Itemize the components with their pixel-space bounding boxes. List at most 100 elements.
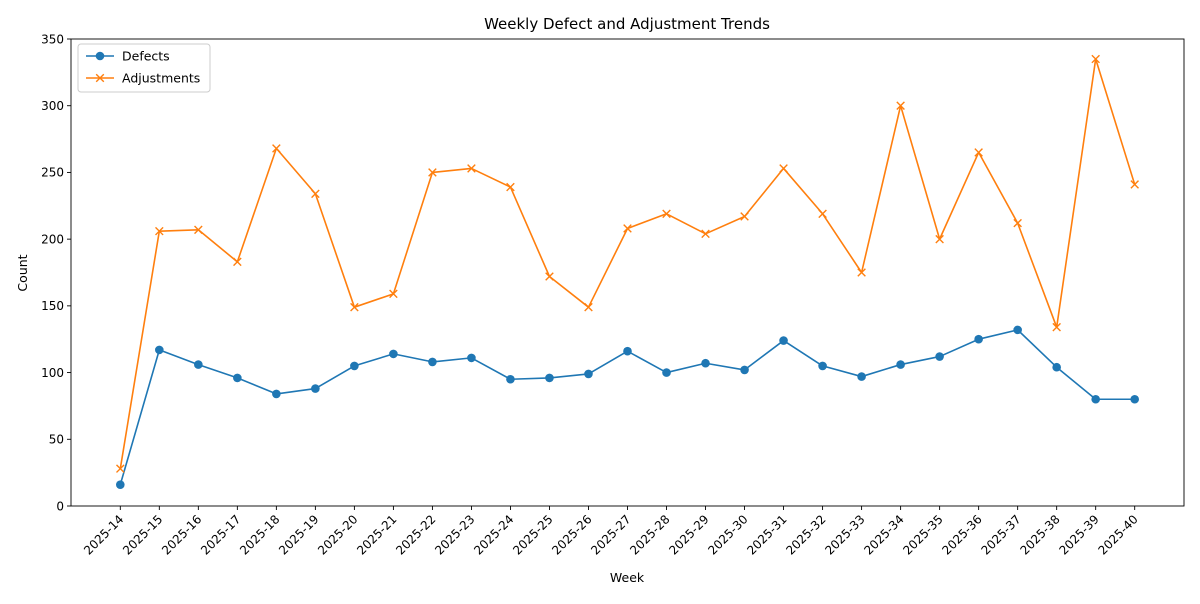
series-group (116, 54, 1139, 489)
adjustments-point (545, 272, 554, 281)
legend-marker (95, 51, 105, 61)
y-tick-label: 0 (56, 499, 64, 513)
defects-point (233, 373, 242, 383)
adjustments-point (623, 224, 632, 233)
adjustments-point (1091, 54, 1100, 64)
y-axis-title: Count (15, 254, 30, 291)
adjustments-point (272, 144, 281, 153)
y-tick-label: 350 (41, 32, 64, 46)
adjustments-point (506, 182, 515, 192)
adjustments-point (1130, 180, 1139, 189)
defects-point (116, 480, 125, 489)
defects-point (857, 372, 866, 381)
adjustments-point (233, 257, 242, 267)
adjustments-point (350, 302, 359, 312)
adjustments-point (311, 189, 320, 199)
defects-point (545, 373, 554, 383)
defects-point (272, 389, 281, 399)
chart-title-group: Weekly Defect and Adjustment Trends (484, 15, 770, 33)
legend-item-adjustments: Adjustments (86, 71, 200, 86)
defects-point (389, 349, 398, 359)
adjustments-point (389, 289, 398, 299)
chart-title: Weekly Defect and Adjustment Trends (484, 15, 770, 33)
adjustments-point (1013, 218, 1022, 228)
x-tick-label: 2025-14 (81, 512, 126, 557)
x-tick-label: 2025-30 (705, 512, 750, 557)
x-tick-label: 2025-21 (354, 512, 399, 557)
defects-point (701, 358, 710, 368)
defects-point (818, 361, 827, 371)
y-tick-label: 200 (41, 232, 64, 246)
adjustments-point (896, 101, 905, 111)
x-tick-label: 2025-17 (198, 512, 243, 557)
defects-point (623, 346, 632, 356)
x-tick-label: 2025-25 (510, 512, 555, 557)
x-tick-label: 2025-36 (939, 512, 984, 557)
defects-point (155, 345, 164, 355)
defects-point (467, 353, 476, 363)
x-tick-label: 2025-37 (978, 512, 1023, 557)
defects-point (506, 374, 515, 384)
adjustments-point (818, 209, 827, 219)
y-tick-label: 150 (41, 299, 64, 313)
x-tick-label: 2025-33 (822, 512, 867, 557)
x-tick-label: 2025-24 (471, 512, 516, 557)
x-tick-label: 2025-40 (1095, 512, 1140, 557)
adjustments-point (662, 209, 671, 219)
adjustments-point (701, 229, 710, 239)
x-tick-label: 2025-27 (588, 512, 633, 557)
defects-point (428, 357, 437, 367)
defects-point (1052, 362, 1061, 372)
defects-point (974, 334, 983, 344)
adjustments-line (119, 58, 1136, 469)
y-tick-label: 300 (41, 99, 64, 113)
x-tick-label: 2025-28 (627, 512, 672, 557)
adjustments-point (974, 148, 983, 157)
x-tick-label: 2025-18 (237, 512, 282, 557)
adjustments-point (740, 212, 749, 221)
x-tick-label: 2025-20 (315, 512, 360, 557)
plot-frame (70, 38, 1185, 507)
legend: Defects Adjustments (77, 43, 211, 93)
x-tick-label: 2025-38 (1017, 512, 1062, 557)
adjustments-point (1052, 322, 1061, 332)
adjustments-point (779, 164, 788, 173)
adjustments-point (467, 164, 476, 173)
y-tick-label: 50 (49, 433, 64, 447)
defects-point (350, 361, 359, 371)
x-tick-label: 2025-23 (432, 512, 477, 557)
x-axis-title: Week (610, 570, 645, 585)
legend-item-defects: Defects (86, 49, 170, 64)
y-tick-label: 100 (41, 366, 64, 380)
x-tick-label: 2025-22 (393, 512, 438, 557)
legend-label: Defects (122, 49, 170, 64)
defects-point (1130, 394, 1139, 404)
defects-point (896, 360, 905, 369)
x-tick-label: 2025-26 (549, 512, 594, 557)
defects-point (740, 365, 749, 375)
defects-point (194, 360, 203, 369)
adjustments-point (155, 226, 164, 236)
defects-point (311, 384, 320, 393)
defects-point (1091, 394, 1100, 404)
defects-point (584, 369, 593, 379)
adjustments-point (428, 168, 437, 177)
legend-label: Adjustments (122, 71, 200, 86)
adjustments-point (935, 234, 944, 244)
x-tick-label: 2025-34 (861, 512, 906, 557)
x-tick-label: 2025-35 (900, 512, 945, 557)
x-tick-label: 2025-32 (783, 512, 828, 557)
x-tick-label: 2025-19 (276, 512, 321, 557)
adjustments-point (116, 464, 125, 473)
adjustments-point (584, 302, 593, 312)
x-tick-label: 2025-29 (666, 512, 711, 557)
defects-point (662, 368, 671, 377)
x-tick-label: 2025-31 (744, 512, 789, 557)
defects-point (935, 352, 944, 361)
defects-point (779, 336, 788, 345)
x-tick-label: 2025-39 (1056, 512, 1101, 557)
axes: 0501001502002503003502025-142025-152025-… (41, 32, 1185, 558)
defects-point (1013, 325, 1022, 335)
